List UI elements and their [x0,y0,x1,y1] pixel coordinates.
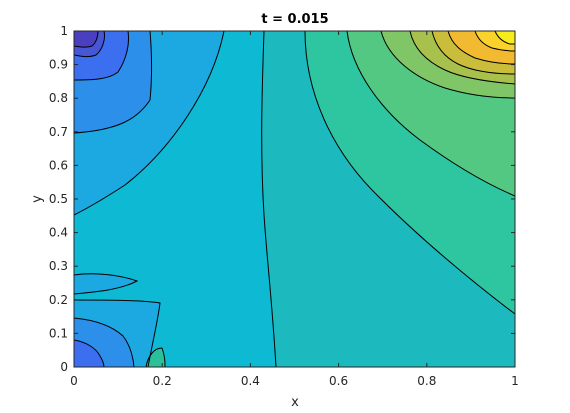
y-tick-label: 0.4 [49,226,68,240]
contour-region-right-peak [495,31,515,44]
contour-line [409,31,515,85]
contour-line [304,31,515,315]
contour-line [380,31,515,99]
contour-line [74,317,135,367]
x-tick-label: 0.4 [241,374,260,388]
contour-line [145,347,166,367]
contour-plot-area [74,31,515,367]
chart-title: t = 0.015 [261,12,328,27]
contour-line [74,31,152,134]
contour-line [74,31,129,81]
contour-line [74,299,161,367]
x-axis-label: x [291,395,299,410]
x-tick-label: 0.6 [329,374,348,388]
contour-line [74,273,139,295]
x-tick-label: 1 [511,374,519,388]
y-tick-label: 0.6 [49,158,68,172]
x-tick-label: 0.2 [153,374,172,388]
contour-region-left-bottom-green-spot [146,348,165,367]
contour-line [74,339,105,367]
contour-lines [74,31,515,367]
contour-line [431,31,515,75]
contour-line [261,31,277,367]
contour-line [74,31,99,48]
y-tick-label: 0.9 [49,58,68,72]
contour-line [447,31,515,65]
contour-region-left-top-deep-4 [74,31,98,48]
y-axis-ticks: 0 0.1 0.2 0.3 0.4 0.5 0.6 0.7 0.8 0.9 1 [49,24,515,374]
contour-line [474,31,515,52]
y-tick-label: 0 [60,360,68,374]
x-axis-ticks: 0 0.2 0.4 0.6 0.8 1 [70,31,519,388]
y-tick-label: 0.3 [49,259,68,273]
y-axis-label: y [30,195,45,203]
x-tick-label: 0 [70,374,78,388]
contour-line [346,31,515,197]
y-tick-label: 0.2 [49,293,68,307]
contour-line [494,31,515,45]
y-tick-label: 0.7 [49,125,68,139]
y-tick-label: 0.1 [49,326,68,340]
x-tick-label: 0.8 [417,374,436,388]
contour-line [74,31,105,58]
contour-line [74,31,225,216]
contour-region-left-bottom-deep-2 [74,340,104,367]
y-tick-label: 1 [60,24,68,38]
y-tick-label: 0.8 [49,91,68,105]
y-tick-label: 0.5 [49,192,68,206]
